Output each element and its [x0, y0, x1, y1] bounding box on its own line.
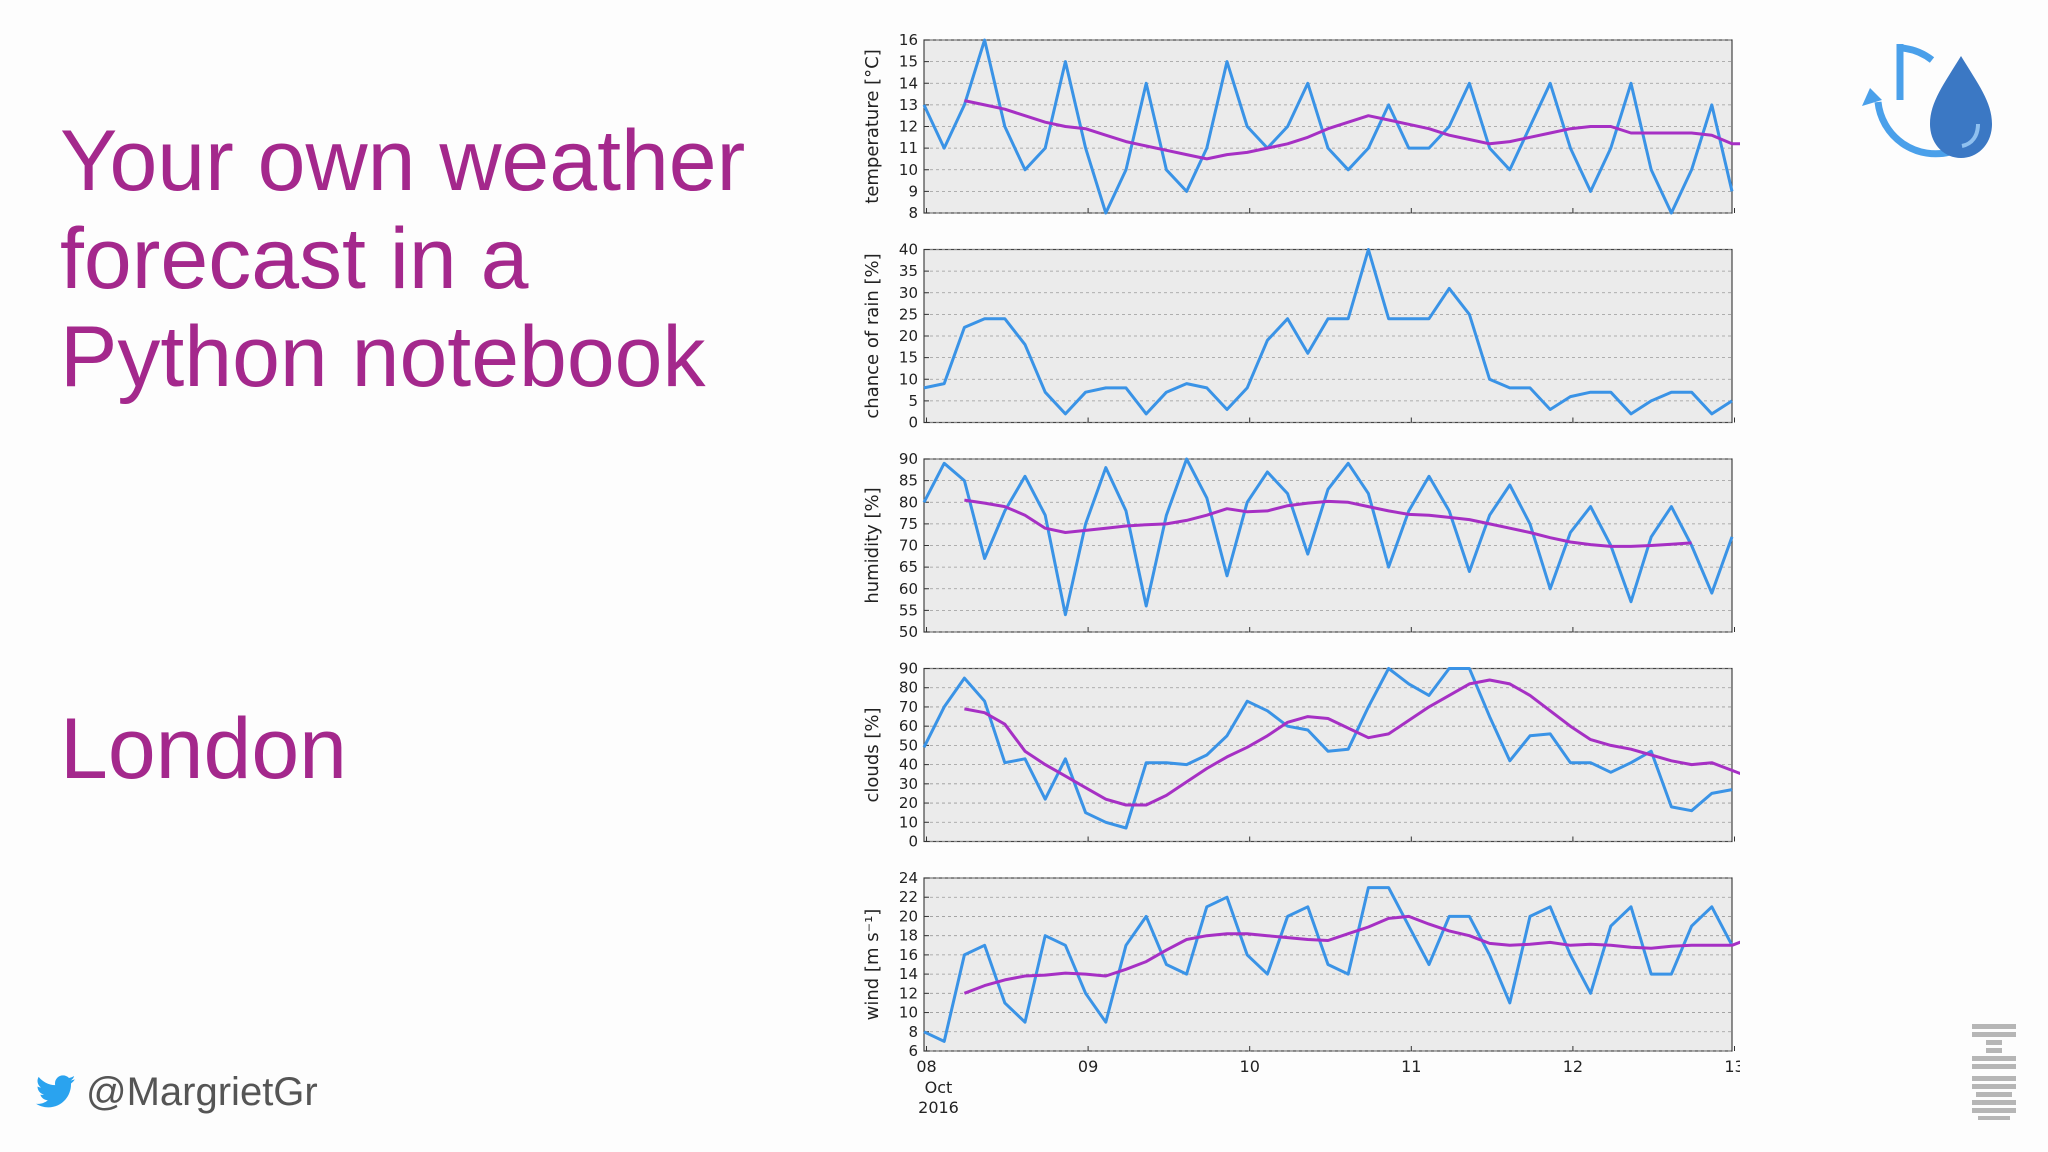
x-tick-label: 11 — [1401, 1057, 1421, 1076]
y-tick-label: 25 — [899, 305, 918, 323]
y-tick-label: 80 — [899, 493, 918, 511]
x-tick-label: 10 — [1240, 1057, 1260, 1076]
y-axis-label: wind [m s⁻¹] — [862, 909, 883, 1021]
y-tick-label: 55 — [899, 601, 918, 619]
y-tick-label: 0 — [908, 414, 918, 432]
y-axis-label: chance of rain [%] — [862, 253, 883, 418]
y-tick-label: 75 — [899, 515, 918, 533]
slide-title: Your own weather forecast in a Python no… — [60, 112, 820, 406]
raw-series-line — [923, 248, 1733, 416]
y-axis-label: humidity [%] — [862, 487, 883, 603]
y-tick-label: 12 — [899, 118, 918, 136]
weather-charts: 8 9 10 11 12 13 14 15 16 temperature [°C] 0 5 10 15 20… — [862, 31, 1740, 1117]
slide-title-line-2: forecast in a — [60, 211, 529, 307]
y-tick-label: 9 — [908, 182, 918, 200]
y-axis-label: temperature [°C] — [862, 49, 883, 203]
trend-series-line — [964, 678, 1740, 807]
trend-series-line — [964, 498, 1692, 548]
raw-series-line — [922, 457, 1734, 617]
y-tick-label: 14 — [899, 965, 918, 983]
y-tick-label: 8 — [908, 204, 918, 222]
x-tick-label: 09 — [1078, 1057, 1098, 1076]
y-tick-label: 65 — [899, 558, 918, 576]
y-tick-label: 15 — [899, 53, 918, 71]
y-tick-label: 80 — [899, 679, 918, 697]
y-tick-label: 30 — [899, 775, 918, 793]
y-tick-label: 0 — [908, 833, 918, 851]
slide-title-line-3: Python notebook — [60, 309, 706, 405]
twitter-bird-icon — [36, 1075, 76, 1108]
y-tick-label: 10 — [899, 370, 918, 388]
slide-title-line-1: Your own weather — [60, 113, 746, 209]
y-tick-label: 16 — [899, 31, 918, 49]
y-tick-label: 15 — [899, 349, 918, 367]
y-tick-label: 60 — [899, 580, 918, 598]
y-tick-label: 90 — [899, 450, 918, 468]
raw-series-line — [923, 886, 1734, 1043]
y-tick-label: 70 — [899, 537, 918, 555]
trend-series-line — [963, 914, 1740, 995]
twitter-credit: @MargrietGr — [36, 1064, 318, 1120]
x-tick-label: 13 — [1724, 1057, 1740, 1076]
y-tick-label: 18 — [899, 927, 918, 945]
chart-panel: 0 5 10 15 20 25 30 35 40 chance of rain [%] — [862, 241, 1735, 432]
y-tick-label: 5 — [908, 392, 918, 410]
y-tick-label: 24 — [899, 869, 918, 887]
raw-series-line — [922, 38, 1734, 215]
y-tick-label: 20 — [899, 907, 918, 925]
trend-series-line — [964, 99, 1740, 161]
x-tick-label: 12 — [1563, 1057, 1583, 1076]
twitter-handle: @MargrietGr — [86, 1069, 318, 1114]
y-tick-label: 60 — [899, 717, 918, 735]
y-tick-label: 90 — [899, 660, 918, 678]
y-tick-label: 40 — [899, 756, 918, 774]
y-tick-label: 14 — [899, 74, 918, 92]
y-tick-label: 35 — [899, 262, 918, 280]
y-tick-label: 22 — [899, 888, 918, 906]
y-tick-label: 50 — [899, 736, 918, 754]
y-tick-label: 6 — [908, 1042, 918, 1060]
rain-drop-refresh-icon — [1862, 44, 1992, 158]
y-tick-label: 10 — [899, 161, 918, 179]
y-tick-label: 50 — [899, 623, 918, 641]
x-tick-sublabel: 2016 — [918, 1098, 959, 1117]
y-tick-label: 20 — [899, 794, 918, 812]
city-name: London — [60, 701, 347, 797]
chart-panel: 50 55 60 65 70 75 80 85 90 humidity [%] — [862, 450, 1735, 641]
y-tick-label: 20 — [899, 327, 918, 345]
y-tick-label: 13 — [899, 96, 918, 114]
x-tick-sublabel: Oct — [925, 1078, 953, 1097]
y-tick-label: 85 — [899, 472, 918, 490]
y-tick-label: 16 — [899, 946, 918, 964]
y-tick-label: 10 — [899, 813, 918, 831]
y-tick-label: 12 — [899, 984, 918, 1002]
y-tick-label: 8 — [908, 1023, 918, 1041]
y-tick-label: 10 — [899, 1004, 918, 1022]
chart-panel: 8 9 10 11 12 13 14 15 16 temperature [°C] — [862, 31, 1740, 222]
ibm-logo — [1972, 1024, 2016, 1120]
y-tick-label: 40 — [899, 241, 918, 259]
y-tick-label: 11 — [899, 139, 918, 157]
plot-area — [923, 667, 1733, 843]
y-tick-label: 70 — [899, 698, 918, 716]
y-axis-label: clouds [%] — [862, 708, 883, 803]
y-tick-label: 30 — [899, 284, 918, 302]
x-tick-label: 08 — [916, 1057, 936, 1076]
